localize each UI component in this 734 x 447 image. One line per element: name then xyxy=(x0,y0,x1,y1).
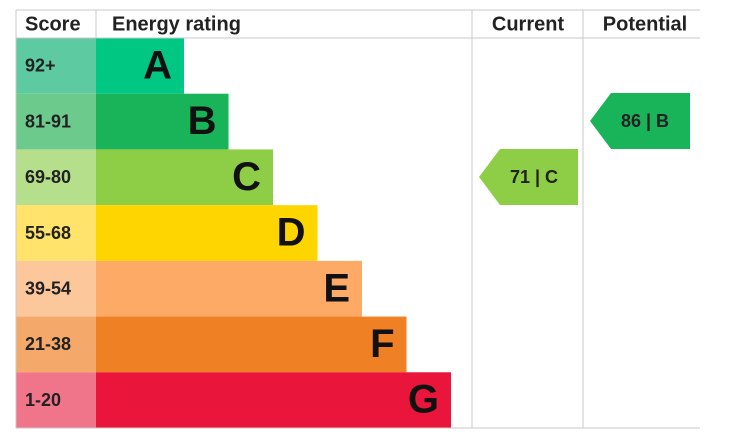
current-arrow xyxy=(479,149,578,205)
rating-bar xyxy=(96,316,407,373)
header-rating: Energy rating xyxy=(112,13,241,35)
score-label: 81-91 xyxy=(25,111,71,131)
potential-label: 86 | B xyxy=(621,111,669,131)
score-label: 69-80 xyxy=(25,167,71,187)
score-label: 1-20 xyxy=(25,390,61,410)
rating-bar xyxy=(96,149,273,206)
score-cell xyxy=(16,149,96,206)
score-label: 55-68 xyxy=(25,223,71,243)
score-cell xyxy=(16,372,96,428)
rating-letter: E xyxy=(323,266,350,310)
score-label: 39-54 xyxy=(25,278,71,298)
rating-bar xyxy=(96,372,451,428)
score-cell xyxy=(16,316,96,373)
potential-arrow xyxy=(590,93,690,149)
score-label: 21-38 xyxy=(25,334,71,354)
rating-bar xyxy=(96,205,318,261)
header-score: Score xyxy=(25,13,81,35)
rating-letter: D xyxy=(277,211,306,255)
rating-bar xyxy=(96,260,362,317)
score-cell xyxy=(16,38,96,94)
score-cell xyxy=(16,260,96,317)
header-potential: Potential xyxy=(603,13,687,35)
score-label: 92+ xyxy=(25,56,56,76)
rating-bar xyxy=(96,93,229,150)
header-current: Current xyxy=(492,13,565,35)
score-cell xyxy=(16,93,96,150)
rating-letter: A xyxy=(143,43,172,87)
rating-letter: G xyxy=(408,378,439,422)
rating-letter: C xyxy=(232,155,261,199)
rating-letter: F xyxy=(370,322,394,366)
rating-bar xyxy=(96,38,184,94)
rating-letter: B xyxy=(188,99,217,143)
current-label: 71 | C xyxy=(510,167,558,187)
score-cell xyxy=(16,205,96,261)
